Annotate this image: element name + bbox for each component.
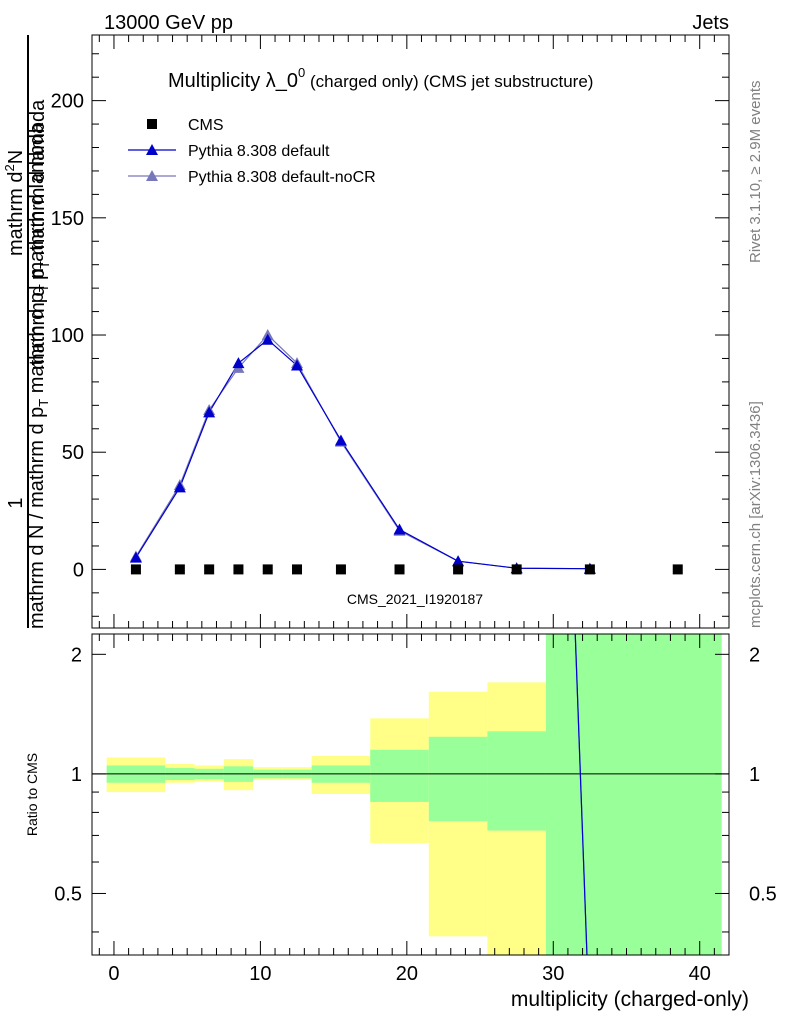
main-frame bbox=[91, 34, 730, 629]
chart-title: Multiplicity λ_00 (charged only) (CMS je… bbox=[168, 65, 593, 92]
ratio-y-tick-label-right: 1 bbox=[749, 764, 760, 786]
ratio-y-tick-label: 0.5 bbox=[54, 883, 82, 905]
data-point-cms bbox=[204, 564, 215, 575]
data-point-pythia-default bbox=[232, 357, 245, 369]
y-label-lower-a: mathrm d N / mathrm d p bbox=[26, 407, 48, 629]
y-label-lower-sub: T bbox=[36, 399, 51, 407]
chart-title-main: Multiplicity λ_0 bbox=[168, 70, 298, 92]
uncertainty-band-inner bbox=[487, 731, 546, 831]
y-label-upper2-b: mathrm d lambda bbox=[27, 99, 49, 261]
y-label-numerator-1: 1 bbox=[5, 497, 27, 508]
y-label-lower: mathrm d N / mathrm d pT mathrm d pT mat… bbox=[26, 122, 51, 629]
header-right: Jets bbox=[692, 12, 729, 34]
data-point-cms bbox=[511, 564, 522, 575]
ratio-series-line bbox=[574, 633, 588, 956]
data-point-cms bbox=[262, 564, 273, 575]
legend-marker-triangle bbox=[146, 170, 158, 181]
ratio-frame bbox=[91, 633, 730, 956]
main-y-tick-label: 150 bbox=[51, 208, 84, 230]
series-line-pythia-nocr bbox=[135, 334, 590, 570]
y-label-lower-sub2: T bbox=[36, 284, 51, 292]
legend-label: Pythia 8.308 default-noCR bbox=[188, 169, 376, 186]
y-label-lower-b: mathrm d p bbox=[26, 292, 48, 399]
y-label-lower-c: mathrm d lambda bbox=[26, 122, 48, 284]
x-tick-label: 20 bbox=[396, 963, 418, 985]
legend-marker-triangle bbox=[146, 144, 158, 155]
data-point-pythia-default bbox=[334, 434, 347, 446]
y-label-upper2-sub: T bbox=[37, 261, 52, 269]
x-tick-label: 0 bbox=[108, 963, 119, 985]
series-line-pythia-default bbox=[135, 338, 590, 570]
data-point-cms bbox=[453, 564, 464, 575]
x-tick-label: 10 bbox=[249, 963, 271, 985]
y-label-upper-sup: 2 bbox=[2, 164, 17, 171]
data-point-cms bbox=[672, 564, 683, 575]
ratio-y-tick-label: 1 bbox=[71, 764, 82, 786]
uncertainty-band-inner bbox=[428, 736, 488, 822]
x-axis-label: multiplicity (charged-only) bbox=[511, 988, 749, 1011]
legend-label: CMS bbox=[188, 117, 224, 134]
data-point-cms bbox=[130, 564, 141, 575]
data-point-pythia-default bbox=[291, 359, 304, 371]
analysis-watermark: CMS_2021_I1920187 bbox=[347, 591, 483, 607]
data-point-cms bbox=[174, 564, 185, 575]
ratio-y-tick-label: 2 bbox=[71, 644, 82, 666]
y-label-upper: mathrm d2N bbox=[2, 150, 27, 256]
data-point-cms bbox=[292, 564, 303, 575]
mcplots-info: mcplots.cern.ch [arXiv:1306.3436] bbox=[747, 401, 764, 628]
main-y-tick-label: 200 bbox=[51, 91, 84, 113]
data-point-cms bbox=[394, 564, 405, 575]
header-left: 13000 GeV pp bbox=[104, 12, 233, 34]
data-point-cms bbox=[233, 564, 244, 575]
x-tick-label: 40 bbox=[689, 963, 711, 985]
uncertainty-band-inner bbox=[545, 634, 722, 955]
ratio-y-axis-label: Ratio to CMS bbox=[24, 753, 40, 836]
y-label-upper-b: N bbox=[5, 150, 27, 164]
legend-label: Pythia 8.308 default bbox=[188, 143, 330, 160]
y-label-upper2: mathrm d pT mathrm d lambda bbox=[27, 99, 52, 370]
uncertainty-band-inner bbox=[370, 749, 429, 802]
main-y-tick-label: 100 bbox=[51, 325, 84, 347]
y-label-upper2-a: mathrm d p bbox=[27, 269, 49, 370]
main-y-tick-label: 50 bbox=[62, 442, 84, 464]
main-y-tick-label: 0 bbox=[73, 559, 84, 581]
chart-title-sup: 0 bbox=[298, 65, 305, 80]
data-point-pythia-default bbox=[261, 333, 274, 345]
data-point-cms bbox=[584, 564, 595, 575]
chart-title-tail: (charged only) (CMS jet substructure) bbox=[305, 72, 593, 91]
x-tick-label: 30 bbox=[542, 963, 564, 985]
data-point-pythia-default bbox=[452, 555, 465, 567]
y-label-upper-a: mathrm d bbox=[5, 172, 27, 256]
data-point-pythia-default bbox=[129, 551, 142, 563]
rivet-info: Rivet 3.1.10, ≥ 2.9M events bbox=[747, 81, 764, 264]
data-point-pythia-default bbox=[173, 481, 186, 493]
ratio-y-tick-label-right: 0.5 bbox=[749, 883, 777, 905]
data-point-pythia-default bbox=[203, 406, 216, 418]
main-y-axis-label: 1 mathrm d N / mathrm d pT mathrm d pT m… bbox=[2, 35, 52, 629]
data-point-cms bbox=[335, 564, 346, 575]
data-point-pythia-default bbox=[393, 523, 406, 535]
legend-marker-cms bbox=[147, 119, 157, 129]
ratio-y-tick-label-right: 2 bbox=[749, 644, 760, 666]
